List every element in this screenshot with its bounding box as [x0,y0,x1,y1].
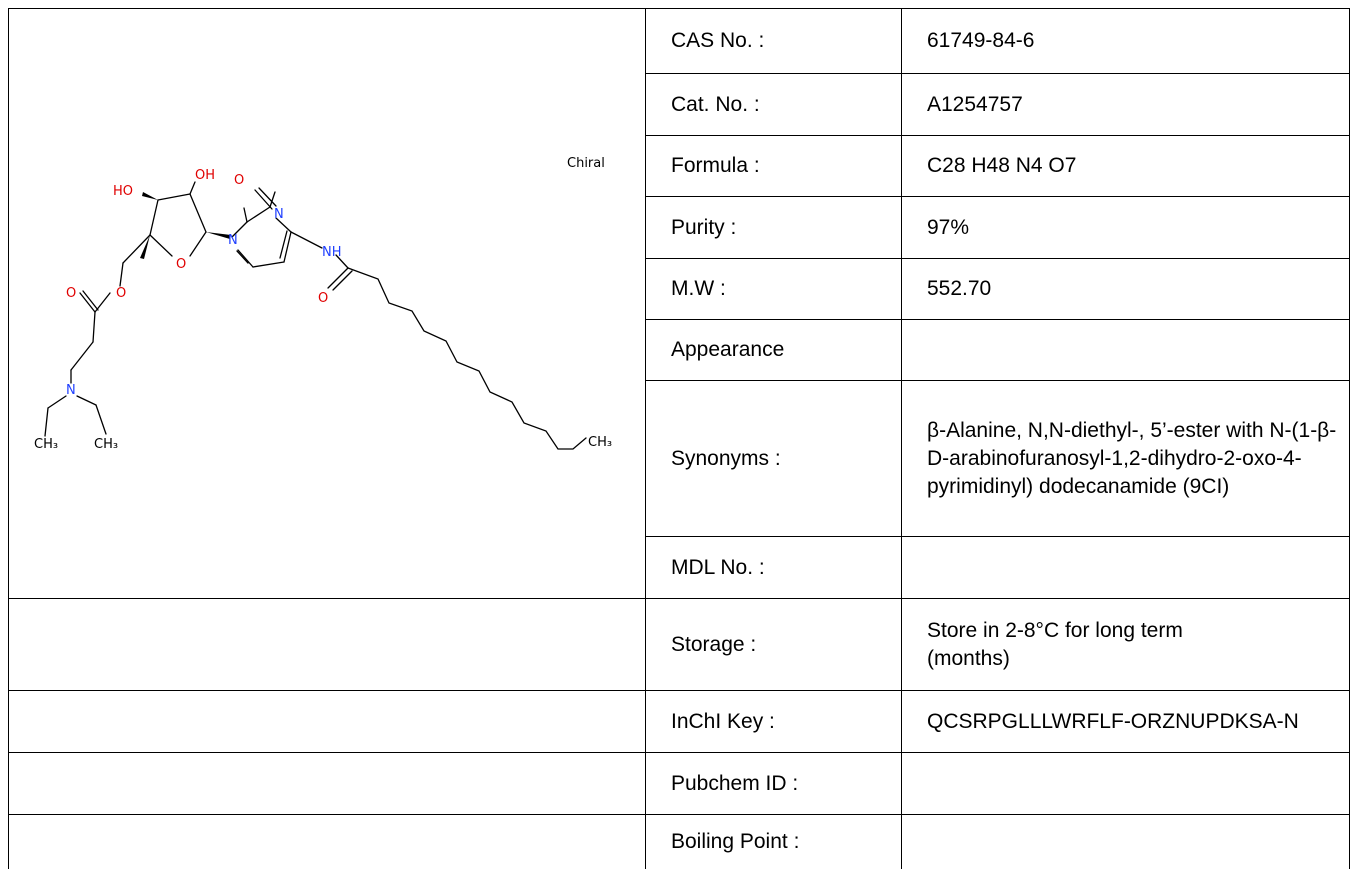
value-pubchem-id [927,753,1347,814]
atom-label-O-ester: O [116,286,126,301]
stereo-bond-wedges [140,192,231,259]
atom-label-OH: OH [195,168,215,183]
value-cas-no: 61749-84-6 [927,29,1035,52]
chiral-label: Chiral [567,156,605,171]
label-cas-no: CAS No. : [671,29,765,52]
column-divider [901,8,902,869]
label-pubchem-id: Pubchem ID : [671,771,799,795]
row-divider [645,536,1350,537]
column-divider [645,8,646,869]
label-cat-no: Cat. No. : [671,92,760,116]
row-divider [8,752,1350,753]
value-inchi-key: QCSRPGLLLWRFLF-ORZNUPDKSA-N [927,709,1299,733]
value-mw: 552.70 [927,277,992,300]
atom-label-CH3-chain: CH₃ [588,435,612,450]
atom-label-O-ring: O [176,257,186,272]
atom-label-N3: N [274,207,284,222]
row-divider [8,814,1350,815]
value-appearance [927,320,1347,380]
atom-label-CH3-left: CH₃ [34,437,58,452]
row-divider [645,380,1350,381]
row-divider [645,258,1350,259]
label-inchi-key: InChI Key : [671,709,775,733]
row-divider [8,598,1350,599]
atom-labels: HO OH O N N O NH O O O N CH₃ CH₃ CH₃ [34,168,612,452]
label-formula: Formula : [671,154,760,177]
chemical-structure-image: Chiral [34,156,612,452]
table-border-left [8,8,9,869]
value-formula: C28 H48 N4 O7 [927,154,1077,177]
atom-label-N-amine: N [66,383,76,398]
label-storage: Storage : [671,632,757,656]
atom-label-N1: N [228,233,238,248]
bond-lines [44,181,587,450]
table-border-top [8,8,1350,9]
atom-label-O-ester-carbonyl: O [66,286,76,301]
atom-label-O-carbonyl: O [234,173,244,188]
row-divider [8,690,1350,691]
row-divider [645,319,1350,320]
row-divider [645,73,1350,74]
label-purity: Purity : [671,215,737,239]
value-mdl-no [927,537,1347,598]
label-mw: M.W : [671,277,726,300]
atom-label-NH: NH [322,245,342,260]
label-appearance: Appearance [671,338,785,361]
value-purity: 97% [927,215,970,239]
label-mdl-no: MDL No. : [671,555,765,579]
atom-label-HO: HO [113,184,133,199]
row-divider [645,135,1350,136]
value-cat-no: A1254757 [927,92,1023,116]
value-boiling-point [927,815,1347,869]
atom-label-CH3-middle: CH₃ [94,437,118,452]
value-storage: Store in 2-8°C for long term (months) [927,618,1183,670]
value-synonyms: β-Alanine, N,N-diethyl-, 5’-ester with N… [927,418,1337,498]
atom-label-O-amide: O [318,291,328,306]
label-boiling-point: Boiling Point : [671,830,800,853]
row-divider [645,196,1350,197]
label-synonyms: Synonyms : [671,446,781,470]
